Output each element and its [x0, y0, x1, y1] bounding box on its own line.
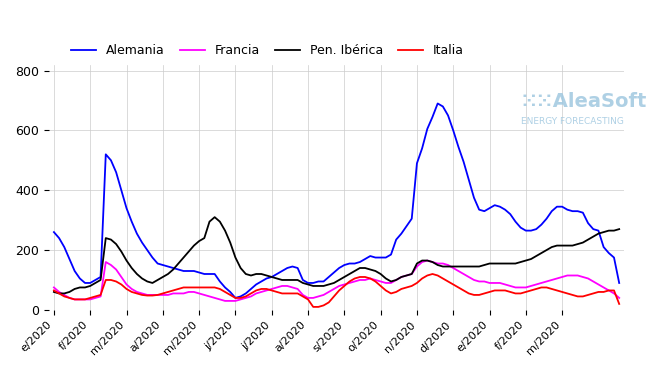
- Pen. Ibérica: [320, 284, 328, 288]
- Francia: [314, 294, 323, 299]
- Francia: [423, 258, 431, 263]
- Pen. Ibérica: [210, 215, 218, 219]
- Italia: [589, 291, 597, 296]
- Line: Italia: Italia: [54, 274, 619, 307]
- Alemania: [231, 296, 239, 300]
- Francia: [221, 299, 229, 303]
- Pen. Ibérica: [55, 291, 63, 296]
- Line: Francia: Francia: [54, 260, 619, 301]
- Alemania: [330, 270, 338, 275]
- Italia: [330, 294, 338, 299]
- Pen. Ibérica: [589, 234, 597, 239]
- Alemania: [50, 230, 58, 234]
- Alemania: [615, 281, 623, 285]
- Italia: [460, 288, 468, 293]
- Alemania: [216, 279, 224, 284]
- Alemania: [610, 255, 618, 260]
- Line: Alemania: Alemania: [54, 103, 619, 298]
- Line: Pen. Ibérica: Pen. Ibérica: [54, 217, 619, 294]
- Alemania: [314, 279, 323, 284]
- Italia: [615, 302, 623, 306]
- Francia: [330, 287, 338, 291]
- Italia: [216, 287, 224, 291]
- Alemania: [460, 160, 468, 164]
- Italia: [309, 305, 317, 309]
- Alemania: [589, 227, 597, 231]
- Italia: [50, 288, 58, 293]
- Francia: [615, 296, 623, 300]
- Alemania: [433, 101, 442, 106]
- Pen. Ibérica: [50, 290, 58, 294]
- Francia: [610, 291, 618, 296]
- Pen. Ibérica: [335, 278, 343, 282]
- Francia: [460, 272, 468, 276]
- Italia: [314, 305, 323, 309]
- Pen. Ibérica: [615, 227, 623, 231]
- Pen. Ibérica: [610, 228, 618, 233]
- Francia: [216, 297, 224, 302]
- Italia: [429, 272, 437, 276]
- Text: ENERGY FORECASTING: ENERGY FORECASTING: [521, 116, 624, 125]
- Italia: [610, 288, 618, 293]
- Francia: [589, 279, 597, 284]
- Pen. Ibérica: [226, 240, 235, 245]
- Francia: [50, 285, 58, 290]
- Legend: Alemania, Francia, Pen. Ibérica, Italia: Alemania, Francia, Pen. Ibérica, Italia: [66, 39, 469, 62]
- Text: ⁙⁙AleaSoft: ⁙⁙AleaSoft: [521, 92, 647, 111]
- Pen. Ibérica: [460, 264, 468, 269]
